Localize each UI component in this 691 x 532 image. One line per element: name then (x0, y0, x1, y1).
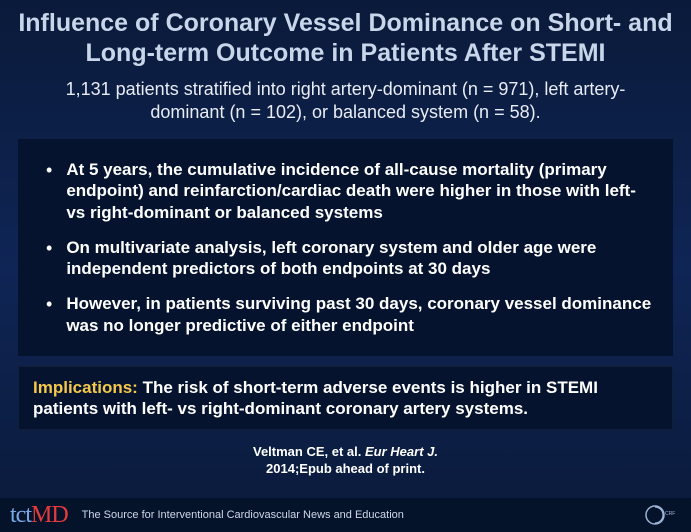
citation-journal: Eur Heart J. (365, 444, 438, 459)
citation-line2: 2014;Epub ahead of print. (266, 461, 425, 476)
bullet-item: • At 5 years, the cumulative incidence o… (46, 159, 659, 223)
citation-authors: Veltman CE, et al. (253, 444, 365, 459)
footer-bar: tctMD The Source for Interventional Card… (0, 498, 691, 532)
bullet-icon: • (46, 159, 52, 182)
citation: Veltman CE, et al. Eur Heart J. 2014;Epu… (0, 444, 691, 477)
logo-md: MD (31, 502, 68, 529)
implications-label: Implications: (33, 378, 138, 397)
bullet-item: • On multivariate analysis, left coronar… (46, 237, 659, 280)
slide-title: Influence of Coronary Vessel Dominance o… (0, 0, 691, 72)
bullet-icon: • (46, 237, 52, 260)
bullet-text: On multivariate analysis, left coronary … (66, 237, 659, 280)
implications-box: Implications: The risk of short-term adv… (18, 366, 673, 431)
bullet-text: However, in patients surviving past 30 d… (66, 293, 659, 336)
crf-logo-icon: CRF (643, 502, 681, 528)
bullet-item: • However, in patients surviving past 30… (46, 293, 659, 336)
bullet-box: • At 5 years, the cumulative incidence o… (18, 139, 673, 356)
tctmd-logo: tctMD (10, 502, 68, 529)
footer-tagline: The Source for Interventional Cardiovasc… (82, 509, 404, 521)
bullet-icon: • (46, 293, 52, 316)
bullet-text: At 5 years, the cumulative incidence of … (66, 159, 659, 223)
logo-tct: tct (10, 502, 31, 529)
svg-text:CRF: CRF (665, 511, 675, 517)
slide-subtitle: 1,131 patients stratified into right art… (0, 72, 691, 135)
